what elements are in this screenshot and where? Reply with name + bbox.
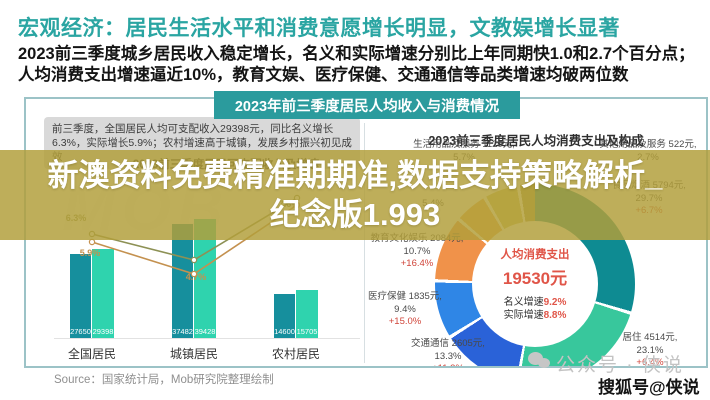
slice-growth: +15.0% xyxy=(388,316,422,327)
bar-value: 37482 xyxy=(172,327,193,336)
real-value: 8.8% xyxy=(543,310,567,321)
slice-name: 其他用品及服务 522元, xyxy=(599,139,697,150)
center-label: 人均消费支出 xyxy=(500,249,570,261)
label-transport: 交通通信 2605元, 13.3% +11.3% xyxy=(390,338,506,366)
center-value: 19530元 xyxy=(502,269,568,288)
bar-value: 15705 xyxy=(296,327,318,336)
slice-pct: 10.7% xyxy=(403,245,431,257)
bar-2023-rural: 15705 xyxy=(296,290,318,338)
real-label: 实际增速 xyxy=(503,310,544,321)
wechat-icon xyxy=(528,352,552,372)
spending-chart-title: 2023前三季度居民人均消费支出及构成 xyxy=(428,134,644,148)
category-urban: 城镇居民 xyxy=(169,347,218,361)
bar-2022-national: 27650 xyxy=(70,254,91,338)
slice-growth: +16.4% xyxy=(400,258,434,269)
bar-2022-rural: 14600 xyxy=(274,294,295,338)
bar-value: 39428 xyxy=(194,327,216,336)
bar-value: 14600 xyxy=(274,327,295,336)
slice-growth: +11.3% xyxy=(390,363,506,366)
x-axis-line xyxy=(54,338,360,339)
donut-center: 人均消费支出 19530元 名义增速9.2% 实际增速8.8% xyxy=(472,221,598,347)
slice-name: 生活用品及服务 1120元, xyxy=(413,139,515,150)
ad-line2: 纪念版1.993 xyxy=(269,197,441,232)
source-note: Source：国家统计局，Mob研究院整理绘制 xyxy=(54,374,274,386)
card-banner-title: 2023年前三季度居民人均收入与消费情况 xyxy=(214,91,520,119)
bar-value: 27650 xyxy=(70,327,91,336)
label-housing: 居住 4514元, 23.1% +6.4% xyxy=(595,332,705,368)
slice-pct: 9.4% xyxy=(394,303,416,315)
slice-growth: +6.4% xyxy=(636,357,664,368)
bar-2023-national: 29398 xyxy=(92,249,114,338)
bar-2023-urban: 39428 xyxy=(194,219,216,338)
wechat-watermark: 公众号 · 侠说 xyxy=(556,355,684,376)
sohu-watermark: 搜狐号@侠说 xyxy=(598,378,700,397)
label-healthcare: 医疗保健 1835元, 9.4% +15.0% xyxy=(348,291,462,329)
slice-pct: 23.1% xyxy=(636,344,664,356)
real-growth-label-urban: 4.7% xyxy=(185,272,207,282)
bar-2022-urban: 37482 xyxy=(172,224,193,338)
nominal-label: 名义增速 xyxy=(503,297,544,308)
slice-name: 医疗保健 1835元, xyxy=(368,291,442,302)
section-divider xyxy=(364,123,365,363)
slice-name: 居住 4514元, xyxy=(622,332,678,343)
overlay-ad-banner: 新澳资料免费精准期期准,数据支持策略解析_ 纪念版1.993 xyxy=(0,150,710,240)
center-nominal-growth: 名义增速9.2% xyxy=(504,296,567,309)
nominal-value: 9.2% xyxy=(543,297,567,308)
bar-value: 29398 xyxy=(92,327,114,336)
page-subtitle: 2023前三季度城乡居民收入稳定增长，名义和实际增速分别比上年同期快1.0和2.… xyxy=(18,45,695,84)
slice-pct: 13.3% xyxy=(434,350,462,362)
slice-name: 交通通信 2605元, xyxy=(411,338,485,349)
category-rural: 农村居民 xyxy=(271,347,320,361)
center-real-growth: 实际增速8.8% xyxy=(504,309,567,322)
ad-line1: 新澳资料免费精准期期准,数据支持策略解析_ xyxy=(47,158,663,193)
page-title: 宏观经济：居民生活水平和消费意愿增长明显，文教娱增长显著 xyxy=(18,17,620,40)
real-growth-label-national: 5.9% xyxy=(79,248,101,258)
category-national: 全国居民 xyxy=(67,347,116,361)
